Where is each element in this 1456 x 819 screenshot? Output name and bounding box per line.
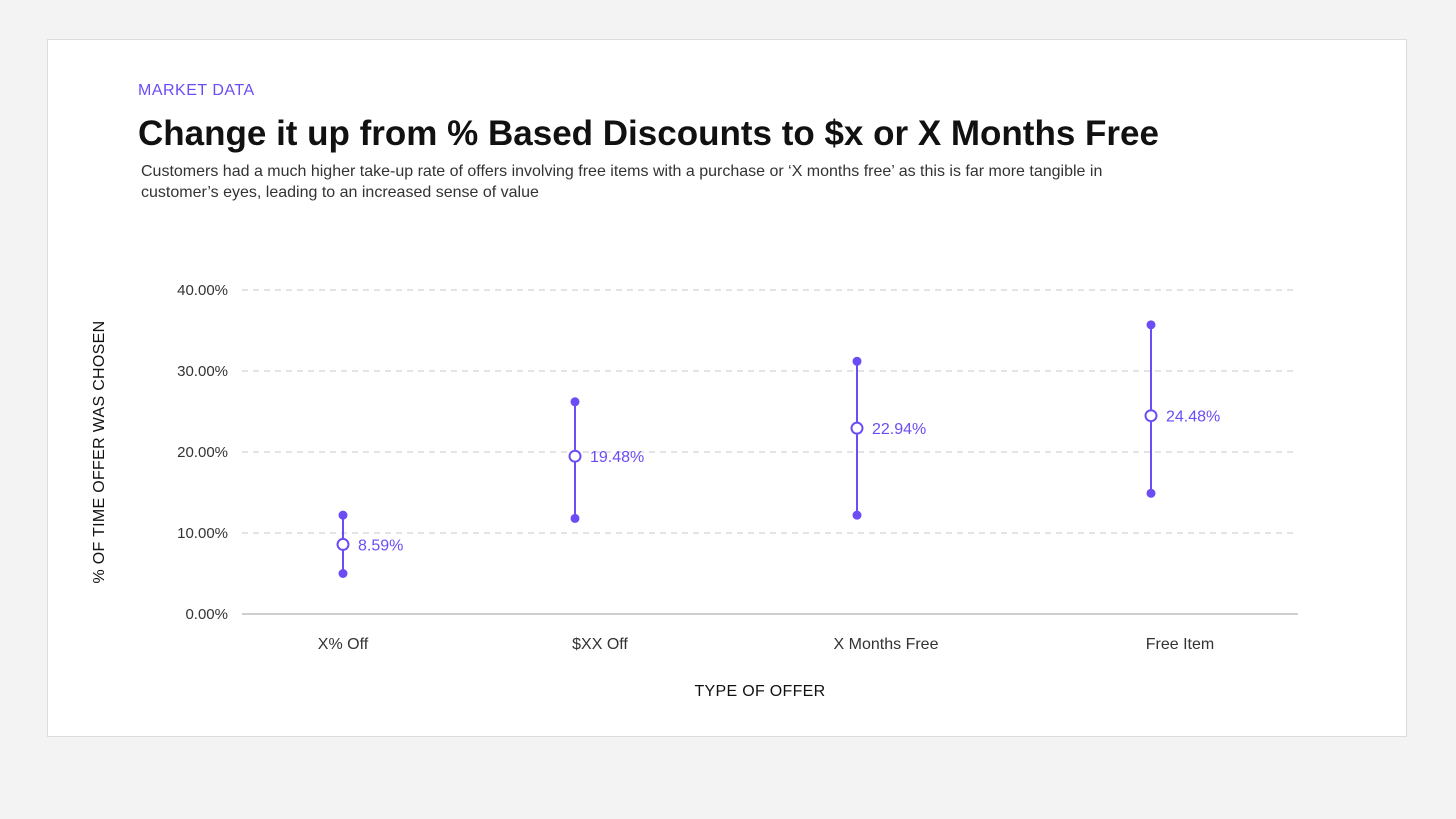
x-axis-title: TYPE OF OFFER [694, 683, 825, 700]
y-tick-label: 0.00% [185, 606, 228, 623]
y-axis-ticks: 0.00% 10.00% 20.00% 30.00% 40.00% [177, 282, 228, 623]
x-category-label: X Months Free [834, 636, 939, 653]
y-tick-label: 40.00% [177, 282, 228, 299]
data-label: 8.59% [358, 537, 403, 554]
y-tick-label: 20.00% [177, 444, 228, 461]
data-label: 24.48% [1166, 409, 1220, 426]
y-tick-label: 30.00% [177, 363, 228, 380]
x-axis-categories: X% Off $XX Off X Months Free Free Item [318, 636, 1214, 653]
data-label: 22.94% [872, 421, 926, 438]
midpoint-marker [336, 537, 350, 551]
range-low-point [338, 569, 348, 578]
range-high-point [1146, 320, 1156, 330]
x-category-label: X% Off [318, 636, 369, 653]
data-label: 19.48% [590, 449, 644, 466]
chart-card: MARKET DATA Change it up from % Based Di… [47, 39, 1407, 737]
midpoint-marker [850, 421, 864, 435]
range-low-point [1146, 488, 1156, 498]
y-axis-title: % OF TIME OFFER WAS CHOSEN [91, 321, 108, 584]
range-low-point [852, 510, 862, 520]
chart-title: Change it up from % Based Discounts to $… [138, 114, 1159, 153]
x-category-label: $XX Off [572, 636, 628, 653]
range-high-point [570, 397, 580, 407]
gridlines [242, 289, 1298, 534]
chart-subtitle: Customers had a much higher take-up rate… [141, 163, 1103, 201]
midpoint-marker [568, 449, 582, 463]
range-high-point [338, 510, 348, 520]
x-category-label: Free Item [1146, 636, 1214, 653]
range-low-point [570, 513, 580, 523]
section-eyebrow: MARKET DATA [138, 82, 255, 99]
y-tick-label: 10.00% [177, 525, 228, 542]
midpoint-marker [1144, 409, 1158, 423]
data-marks: 8.59% 19.48% 22.94% 24.48% [336, 320, 1220, 578]
range-high-point [852, 356, 862, 366]
